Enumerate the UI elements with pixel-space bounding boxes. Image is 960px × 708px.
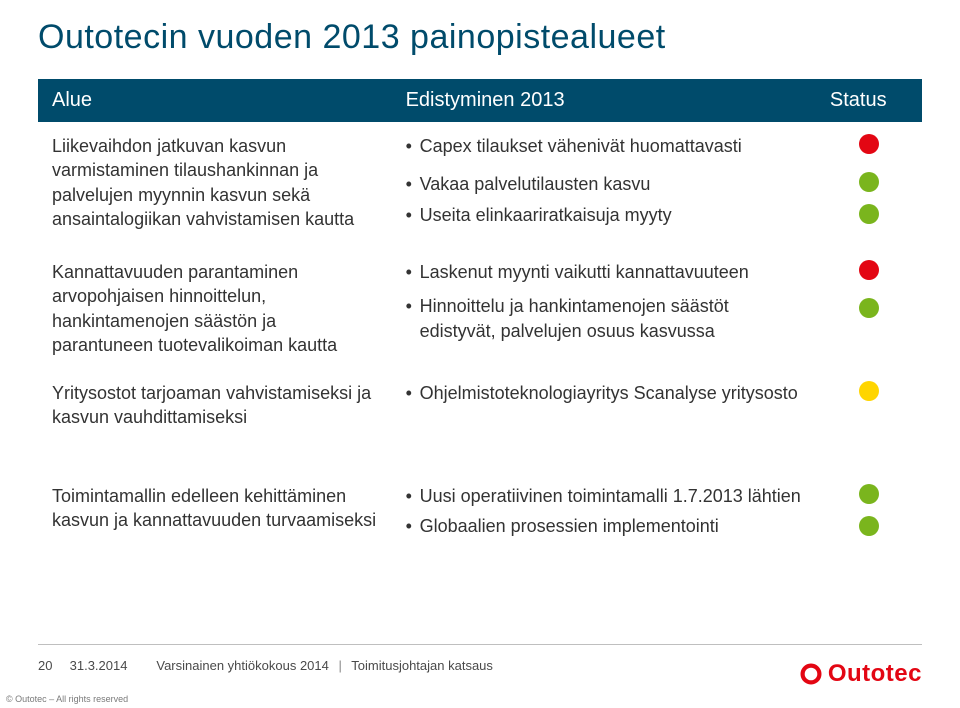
slide-title: Outotecin vuoden 2013 painopistealueet: [38, 18, 922, 57]
table-header-row: Alue Edistyminen 2013 Status: [38, 79, 922, 122]
footer-divider: [38, 644, 922, 645]
slide: Outotecin vuoden 2013 painopistealueet A…: [0, 0, 960, 708]
status-dot: [859, 172, 879, 192]
footer-separator: |: [339, 658, 342, 673]
bullet: Globaalien prosessien implementointi: [406, 514, 802, 538]
bullet-text: Globaalien prosessien implementointi: [420, 516, 719, 536]
bullet-text: Uusi operatiivinen toimintamalli 1.7.201…: [420, 486, 801, 506]
page-number: 20: [38, 658, 66, 673]
col-header-status: Status: [816, 79, 922, 122]
bullet-text: Vakaa palvelutilausten kasvu: [420, 174, 651, 194]
focus-areas-table: Alue Edistyminen 2013 Status Liikevaihdo…: [38, 79, 922, 560]
bullet: Ohjelmistoteknologiayritys Scanalyse yri…: [406, 381, 802, 405]
status-cell: [816, 472, 922, 560]
slide-footer: 20 31.3.2014 Varsinainen yhtiökokous 201…: [0, 644, 960, 708]
status-dot: [859, 204, 879, 224]
alue-cell: Toimintamallin edelleen kehittäminen kas…: [38, 472, 392, 560]
bullet-text: Ohjelmistoteknologiayritys Scanalyse yri…: [420, 383, 798, 403]
bullet-text: Hinnoittelu ja hankintamenojen säästöt e…: [420, 296, 729, 340]
status-dot: [859, 134, 879, 154]
col-header-alue: Alue: [38, 79, 392, 122]
alue-cell: Kannattavuuden parantaminen arvopohjaise…: [38, 248, 392, 369]
status-dot: [859, 260, 879, 280]
footer-date: 31.3.2014: [70, 658, 128, 673]
status-dot: [859, 298, 879, 318]
bullet-text: Laskenut myynti vaikutti kannattavuuteen: [420, 262, 749, 282]
bullet: Vakaa palvelutilausten kasvu: [406, 172, 802, 196]
table-row: Liikevaihdon jatkuvan kasvun varmistamin…: [38, 122, 922, 248]
footer-text: 20 31.3.2014 Varsinainen yhtiökokous 201…: [38, 658, 493, 673]
footer-meeting: Varsinainen yhtiökokous 2014: [156, 658, 329, 673]
alue-cell: Liikevaihdon jatkuvan kasvun varmistamin…: [38, 122, 392, 248]
outotec-logo: Outotec: [796, 654, 922, 694]
edistyminen-cell: Laskenut myynti vaikutti kannattavuuteen…: [392, 248, 816, 369]
status-dot: [859, 381, 879, 401]
bullet: Uusi operatiivinen toimintamalli 1.7.201…: [406, 484, 802, 508]
table-row: Kannattavuuden parantaminen arvopohjaise…: [38, 248, 922, 369]
logo-text: Outotec: [828, 660, 922, 688]
bullet: Hinnoittelu ja hankintamenojen säästöt e…: [406, 294, 802, 343]
edistyminen-cell: Capex tilaukset vähenivät huomattavasti …: [392, 122, 816, 248]
bullet: Useita elinkaariratkaisuja myyty: [406, 203, 802, 227]
table-row: Yritysostot tarjoaman vahvistamiseksi ja…: [38, 369, 922, 442]
status-cell: [816, 369, 922, 442]
alue-cell: Yritysostot tarjoaman vahvistamiseksi ja…: [38, 369, 392, 442]
table-row: Toimintamallin edelleen kehittäminen kas…: [38, 472, 922, 560]
footer-section: Toimitusjohtajan katsaus: [351, 658, 493, 673]
copyright-text: © Outotec – All rights reserved: [6, 694, 128, 704]
status-dot: [859, 484, 879, 504]
bullet: Laskenut myynti vaikutti kannattavuuteen: [406, 260, 802, 284]
status-dot: [859, 516, 879, 536]
bullet-text: Capex tilaukset vähenivät huomattavasti: [420, 136, 742, 156]
spacer-row: [38, 442, 922, 472]
status-cell: [816, 122, 922, 248]
edistyminen-cell: Ohjelmistoteknologiayritys Scanalyse yri…: [392, 369, 816, 442]
bullet: Capex tilaukset vähenivät huomattavasti: [406, 134, 802, 158]
edistyminen-cell: Uusi operatiivinen toimintamalli 1.7.201…: [392, 472, 816, 560]
logo-icon: [796, 660, 826, 688]
col-header-edistyminen: Edistyminen 2013: [392, 79, 816, 122]
status-cell: [816, 248, 922, 369]
bullet-text: Useita elinkaariratkaisuja myyty: [420, 205, 672, 225]
